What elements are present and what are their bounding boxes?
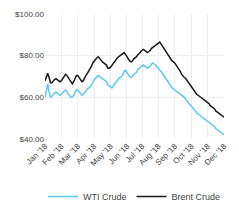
svg-text:Jun '18: Jun '18 <box>107 141 132 166</box>
svg-text:Sep '18: Sep '18 <box>154 141 180 167</box>
svg-text:$60.00: $60.00 <box>20 93 45 102</box>
svg-text:Feb '18: Feb '18 <box>41 141 66 166</box>
svg-text:Aug '18: Aug '18 <box>137 141 163 167</box>
svg-text:Dec '18: Dec '18 <box>203 141 229 167</box>
svg-text:Jul '18: Jul '18 <box>124 141 147 164</box>
svg-text:Apr '18: Apr '18 <box>74 141 99 166</box>
svg-text:$40.00: $40.00 <box>20 135 45 144</box>
svg-text:WTI Crude: WTI Crude <box>83 192 127 202</box>
svg-text:Oct '18: Oct '18 <box>171 141 195 165</box>
svg-text:Mar '18: Mar '18 <box>57 141 82 166</box>
svg-text:Nov '18: Nov '18 <box>186 141 212 167</box>
svg-text:$80.00: $80.00 <box>20 51 45 60</box>
svg-text:Jan '18: Jan '18 <box>25 141 50 166</box>
svg-text:May '18: May '18 <box>89 141 115 167</box>
svg-text:Brent Crude: Brent Crude <box>172 192 221 202</box>
svg-text:$100.00: $100.00 <box>15 10 44 19</box>
